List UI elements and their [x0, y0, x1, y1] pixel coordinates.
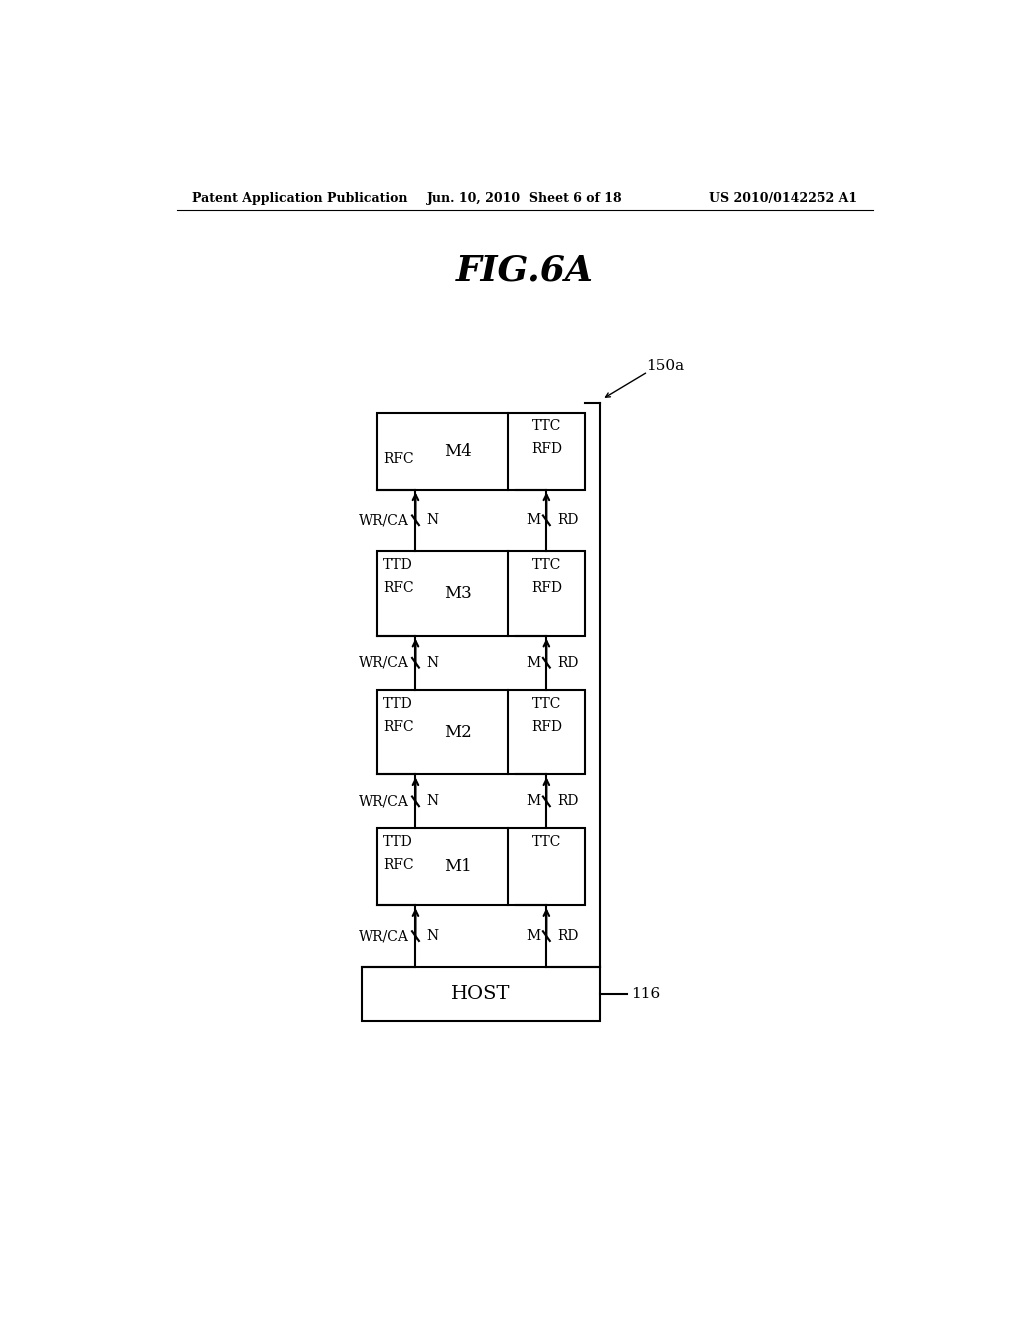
Bar: [361, 968, 600, 1020]
Text: RD: RD: [557, 513, 579, 527]
Text: RD: RD: [557, 795, 579, 808]
Bar: [377, 829, 585, 906]
Text: M: M: [526, 513, 541, 527]
Text: TTC: TTC: [531, 697, 561, 710]
Text: WR/CA: WR/CA: [359, 795, 410, 808]
Text: RFD: RFD: [530, 442, 562, 457]
Text: TTC: TTC: [531, 420, 561, 433]
Text: M2: M2: [444, 723, 472, 741]
Text: WR/CA: WR/CA: [359, 929, 410, 942]
Text: RFD: RFD: [530, 581, 562, 595]
Text: US 2010/0142252 A1: US 2010/0142252 A1: [710, 191, 857, 205]
Text: N: N: [426, 795, 438, 808]
Text: 116: 116: [631, 987, 660, 1001]
Text: M: M: [526, 656, 541, 669]
Text: M3: M3: [444, 585, 472, 602]
Text: TTC: TTC: [531, 836, 561, 849]
Text: FIG.6A: FIG.6A: [456, 253, 594, 286]
Text: HOST: HOST: [452, 985, 511, 1003]
Text: M: M: [526, 929, 541, 942]
Text: TTD: TTD: [383, 697, 413, 710]
Text: RFD: RFD: [530, 719, 562, 734]
Text: M4: M4: [444, 442, 472, 459]
Text: RFC: RFC: [383, 719, 414, 734]
Text: TTD: TTD: [383, 558, 413, 572]
Text: TTC: TTC: [531, 558, 561, 572]
Text: RFC: RFC: [383, 581, 414, 595]
Text: N: N: [426, 929, 438, 942]
Text: 150a: 150a: [646, 359, 685, 374]
Text: M: M: [526, 795, 541, 808]
Text: M1: M1: [444, 858, 472, 875]
Text: WR/CA: WR/CA: [359, 656, 410, 669]
Text: Patent Application Publication: Patent Application Publication: [193, 191, 408, 205]
Text: Jun. 10, 2010  Sheet 6 of 18: Jun. 10, 2010 Sheet 6 of 18: [427, 191, 623, 205]
Bar: [377, 689, 585, 775]
Text: RFC: RFC: [383, 858, 414, 873]
Text: WR/CA: WR/CA: [359, 513, 410, 527]
Text: N: N: [426, 656, 438, 669]
Text: TTD: TTD: [383, 836, 413, 849]
Text: RD: RD: [557, 929, 579, 942]
Bar: [377, 412, 585, 490]
Text: RFC: RFC: [383, 451, 414, 466]
Text: RD: RD: [557, 656, 579, 669]
Text: N: N: [426, 513, 438, 527]
Bar: [377, 552, 585, 636]
